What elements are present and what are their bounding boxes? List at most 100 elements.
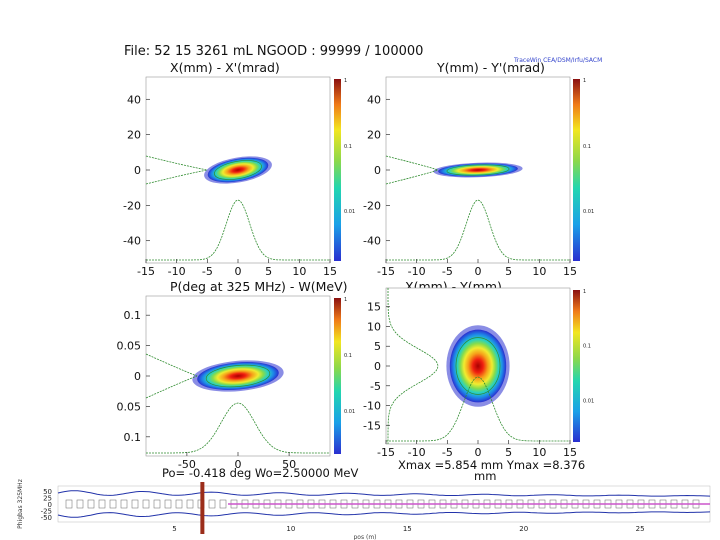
lattice-element xyxy=(120,499,128,509)
panel-1: 1 0.1 0.01 -15 -10 -5 0 5 10 15 40 20 0 -20 -40 xyxy=(363,76,594,278)
panel-title-phase-energy: P(deg at 325 MHz) - W(MeV) xyxy=(170,279,348,294)
x-tick-label: 15 xyxy=(563,446,577,459)
x-tick-label: 0 xyxy=(235,458,242,471)
y-tick-label: 0.1 xyxy=(124,309,142,322)
lattice-y-label: Phigbas 325MHz xyxy=(17,479,24,529)
y-tick-label: 20 xyxy=(127,129,141,142)
lower-envelope xyxy=(57,511,711,518)
lattice-element xyxy=(208,499,216,509)
colorbar-tick: 0.01 xyxy=(344,209,355,215)
colorbar xyxy=(334,79,341,261)
x-tick-label: 10 xyxy=(532,446,546,459)
lattice-element xyxy=(76,499,84,509)
y-tick-label: 5 xyxy=(374,340,381,353)
colorbar-tick: 0.1 xyxy=(344,144,352,150)
lattice-element xyxy=(131,499,139,509)
colorbar-tick: 0.1 xyxy=(583,144,591,150)
y-tick-label: -15 xyxy=(363,419,381,432)
x-tick-label: -5 xyxy=(442,446,453,459)
projection-line-lower xyxy=(145,375,198,399)
lattice-element xyxy=(164,499,172,509)
projection-line-lower xyxy=(145,169,208,185)
x-tick-label: 15 xyxy=(563,265,577,278)
y-tick-label: -20 xyxy=(363,199,381,212)
colorbar-tick: 1 xyxy=(344,297,347,303)
y-tick-label: -5 xyxy=(370,380,381,393)
colorbar-tick: 0.01 xyxy=(344,409,355,415)
y-tick-label: 40 xyxy=(367,93,381,106)
x-tick-label: -10 xyxy=(168,265,186,278)
upper-envelope xyxy=(57,490,711,497)
panel-title-y-yp: Y(mm) - Y'(mrad) xyxy=(437,60,545,75)
x-tick-label: -5 xyxy=(442,265,453,278)
colorbar-tick: 0.1 xyxy=(583,344,591,350)
phase-energy-readout: Po= -0.418 deg Wo=2.50000 MeV xyxy=(162,466,359,480)
y-tick-label: 0.05 xyxy=(117,340,142,353)
x-tick-label: -10 xyxy=(408,446,426,459)
lattice-y-tick: 0 xyxy=(48,501,52,509)
file-header: File: 52 15 3261 mL NGOOD : 99999 / 1000… xyxy=(124,44,424,59)
y-tick-label: 0 xyxy=(134,164,141,177)
lattice-element xyxy=(186,499,194,509)
x-tick-label: -15 xyxy=(137,265,155,278)
density-blob xyxy=(446,325,510,407)
density-blob xyxy=(204,156,272,184)
x-tick-label: 0 xyxy=(235,265,242,278)
y-tick-label: 0.05 xyxy=(117,400,142,413)
lattice-element xyxy=(142,499,150,509)
colorbar-tick: 1 xyxy=(344,78,347,84)
xy-max-unit: mm xyxy=(474,469,497,483)
y-tick-label: 0 xyxy=(374,360,381,373)
x-profile-curve xyxy=(146,402,330,454)
density-blob xyxy=(192,360,284,392)
x-tick-label: -10 xyxy=(408,265,426,278)
tracewin-label: TraceWin CEA/DSM/Irfu/SACM xyxy=(514,57,603,64)
x-tick-label: 5 xyxy=(505,446,512,459)
lattice-x-tick: 15 xyxy=(403,525,412,533)
x-tick-label: -15 xyxy=(377,446,395,459)
colorbar xyxy=(334,298,341,454)
x-tick-label: 0 xyxy=(475,265,482,278)
y-tick-label: 0.1 xyxy=(124,431,142,444)
y-tick-label: -10 xyxy=(363,400,381,413)
lattice-y-tick: 50 xyxy=(43,488,52,496)
x-tick-label: 10 xyxy=(292,265,306,278)
projection-line-upper xyxy=(145,353,198,377)
lattice-element xyxy=(98,499,106,509)
lattice-x-label: pos (m) xyxy=(353,534,376,540)
blob-core xyxy=(197,362,279,390)
lattice-element xyxy=(175,499,183,509)
x-tick-label: 5 xyxy=(505,265,512,278)
panel-0: 1 0.1 0.01 -15 -10 -5 0 5 10 15 40 20 0 -20 -40 xyxy=(123,76,355,278)
lattice-x-tick: 20 xyxy=(519,525,528,533)
x-tick-label: 0 xyxy=(475,446,482,459)
colorbar-tick: 0.01 xyxy=(583,209,594,215)
panel-3: 1 0.1 0.01 -15 -10 -5 0 5 10 15 15 10 5 0 -5 -10 -15 xyxy=(363,287,594,459)
colorbar xyxy=(573,290,580,442)
lattice-y-tick: -50 xyxy=(41,514,52,522)
lattice-y-tick: -25 xyxy=(41,508,52,516)
x-tick-label: 10 xyxy=(532,265,546,278)
y-tick-label: -40 xyxy=(123,235,141,248)
y-tick-label: 15 xyxy=(367,301,381,314)
x-tick-label: 15 xyxy=(323,265,337,278)
colorbar-tick: 0.1 xyxy=(344,353,352,359)
blob-contour xyxy=(205,364,271,388)
colorbar-tick: 0.01 xyxy=(583,398,594,404)
density-blob xyxy=(433,162,523,178)
x-tick-label: -50 xyxy=(178,458,196,471)
x-tick-label: 5 xyxy=(265,265,272,278)
lattice-y-tick: 25 xyxy=(43,495,52,503)
lattice-element xyxy=(219,499,227,509)
y-tick-label: -20 xyxy=(123,199,141,212)
lattice-element xyxy=(153,499,161,509)
position-marker xyxy=(200,482,205,534)
projection-line-upper xyxy=(385,155,439,171)
y-tick-label: 10 xyxy=(367,320,381,333)
colorbar-tick: 1 xyxy=(583,289,586,295)
y-tick-label: 0 xyxy=(374,164,381,177)
colorbar-tick: 1 xyxy=(583,78,586,84)
y-tick-label: 0 xyxy=(134,370,141,383)
panel-2: 1 0.1 0.01 -50 0 50 0.1 0.05 0 0.05 0.1 xyxy=(117,295,355,471)
